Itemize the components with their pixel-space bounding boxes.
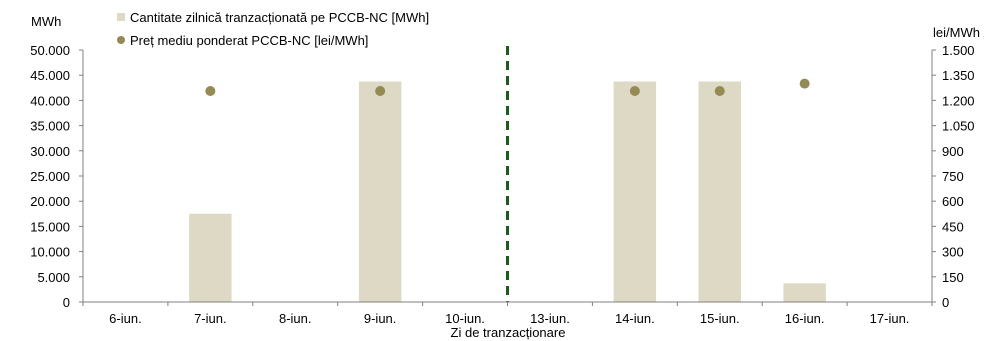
- x-tick-label: 15-iun.: [700, 311, 740, 326]
- y-right-tick-label: 0: [942, 295, 949, 310]
- y-left-tick-label: 15.000: [30, 219, 70, 234]
- y-left-tick-label: 35.000: [30, 119, 70, 134]
- y-right-tick-label: 1.350: [942, 68, 975, 83]
- y-axis-right-ticks: 0 150 300 450 600 750 900 1.050 1.200 1.350 1.500: [932, 43, 975, 310]
- bar-16-iun.: [783, 283, 826, 302]
- y-left-tick-label: 25.000: [30, 169, 70, 184]
- bar-series: [189, 81, 826, 302]
- legend-label-dot: Preț mediu ponderat PCCB-NC [lei/MWh]: [130, 33, 368, 48]
- y-left-tick-label: 50.000: [30, 43, 70, 58]
- y-left-tick-label: 5.000: [37, 270, 70, 285]
- price-point-9-iun.: [375, 85, 386, 96]
- y-left-tick-label: 10.000: [30, 245, 70, 260]
- y-right-tick-label: 300: [942, 245, 964, 260]
- legend-swatch-dot: [117, 36, 125, 44]
- x-tick-label: 14-iun.: [615, 311, 655, 326]
- y-right-tick-label: 1.200: [942, 93, 975, 108]
- price-point-14-iun.: [629, 85, 640, 96]
- y-right-tick-label: 750: [942, 169, 964, 184]
- bar-15-iun.: [698, 81, 741, 302]
- scatter-series: [205, 78, 810, 96]
- x-tick-label: 6-iun.: [109, 311, 142, 326]
- y-left-tick-label: 45.000: [30, 68, 70, 83]
- y-left-tick-label: 30.000: [30, 144, 70, 159]
- bar-9-iun.: [358, 81, 402, 302]
- y-axis-right-title: lei/MWh: [933, 25, 980, 40]
- legend-label-bar: Cantitate zilnică tranzacționată pe PCCB…: [130, 10, 429, 25]
- price-point-7-iun.: [205, 85, 216, 96]
- y-left-tick-label: 20.000: [30, 194, 70, 209]
- x-tick-label: 13-iun.: [530, 311, 570, 326]
- x-tick-label: 9-iun.: [364, 311, 397, 326]
- x-tick-label: 10-iun.: [445, 311, 485, 326]
- price-point-15-iun.: [714, 85, 725, 96]
- y-axis-left-title: MWh: [31, 14, 61, 29]
- x-axis-title: Zi de tranzacționare: [451, 325, 566, 340]
- x-tick-label: 8-iun.: [279, 311, 312, 326]
- x-axis-ticks: 6-iun. 7-iun. 8-iun. 9-iun. 10-iun. 13-iun. 14…: [82, 302, 933, 326]
- x-tick-label: 7-iun.: [194, 311, 227, 326]
- y-right-tick-label: 450: [942, 219, 964, 234]
- y-right-tick-label: 600: [942, 194, 964, 209]
- x-tick-label: 17-iun.: [870, 311, 910, 326]
- y-right-tick-label: 150: [942, 270, 964, 285]
- y-right-tick-label: 1.500: [942, 43, 975, 58]
- y-right-tick-label: 1.050: [942, 119, 975, 134]
- legend-swatch-bar: [117, 13, 125, 21]
- x-tick-label: 16-iun.: [785, 311, 825, 326]
- bar-7-iun.: [189, 213, 232, 302]
- bar-14-iun.: [613, 81, 657, 302]
- y-axis-left-ticks: 0 5.000 10.000 15.000 20.000 25.000 30.000 35.0…: [30, 43, 83, 310]
- y-left-tick-label: 0: [63, 295, 70, 310]
- y-left-tick-label: 40.000: [30, 93, 70, 108]
- y-right-tick-label: 900: [942, 144, 964, 159]
- legend: Cantitate zilnică tranzacționată pe PCCB…: [117, 10, 429, 48]
- price-point-16-iun.: [799, 78, 810, 89]
